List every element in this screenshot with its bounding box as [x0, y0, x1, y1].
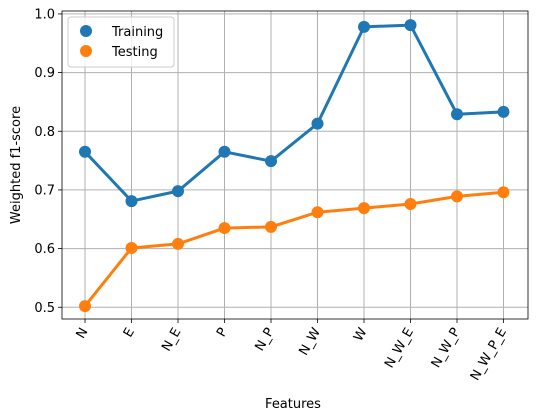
y-tick-label: 0.7 — [34, 183, 55, 198]
legend-frame — [67, 16, 175, 68]
data-point-testing — [497, 186, 510, 199]
x-axis-label: Features — [265, 397, 321, 412]
data-point-testing — [79, 300, 91, 313]
data-point-testing — [451, 190, 463, 203]
y-tick-label: 0.5 — [34, 301, 55, 316]
data-point-training — [311, 117, 324, 130]
series-line-testing — [83, 190, 504, 308]
data-point-training — [265, 155, 277, 168]
x-tick-label: N_W_P — [429, 325, 464, 370]
data-point-training — [218, 145, 231, 158]
x-axis: N E N_E P N_P N_W W N_W_E N_W_P N_W_P_E — [74, 319, 510, 383]
series-line-training — [83, 23, 504, 203]
data-point-testing — [265, 220, 277, 233]
data-point-testing — [404, 198, 417, 211]
y-tick-label: 1.0 — [34, 7, 55, 22]
data-point-testing — [125, 242, 138, 255]
x-tick-label: N_W_P_E — [468, 326, 510, 384]
x-tick-label: N_W_E — [382, 326, 417, 371]
data-point-testing — [311, 206, 324, 219]
data-point-training — [451, 108, 463, 121]
data-point-training — [358, 20, 370, 33]
y-tick-label: 0.8 — [34, 125, 55, 140]
x-tick-label: E — [121, 326, 138, 341]
y-tick-label: 0.9 — [34, 66, 55, 81]
data-point-testing — [358, 202, 370, 215]
x-tick-label: N_E — [159, 326, 184, 355]
x-tick-label: N_W — [296, 325, 324, 358]
legend-marker-testing — [80, 45, 92, 57]
legend-label-testing: Testing — [111, 45, 158, 60]
plot-frame — [61, 10, 529, 320]
y-axis-label: Weighted f1-score — [9, 106, 24, 224]
legend-marker-training — [80, 25, 92, 37]
x-tick-label: W — [351, 325, 370, 344]
legend: Training Testing — [67, 16, 175, 68]
data-point-training — [79, 145, 91, 158]
data-point-training — [172, 185, 184, 198]
x-tick-label: N_P — [252, 325, 277, 353]
data-point-training — [404, 19, 417, 32]
data-point-training — [497, 105, 510, 118]
y-tick-label: 0.6 — [34, 242, 55, 257]
data-point-testing — [172, 237, 184, 250]
legend-label-training: Training — [111, 25, 163, 40]
series-layer — [79, 19, 510, 313]
x-tick-label: N — [74, 326, 92, 342]
x-tick-label: P — [214, 325, 231, 339]
data-point-training — [125, 195, 138, 208]
data-point-testing — [218, 222, 231, 235]
y-axis: 0.5 0.6 0.7 0.8 0.9 1.0 — [34, 7, 62, 316]
